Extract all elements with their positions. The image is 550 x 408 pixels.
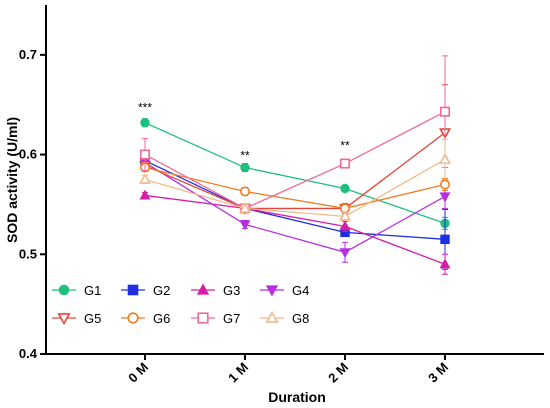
legend-label: G5: [84, 311, 101, 326]
legend-marker: [197, 312, 209, 324]
data-point: [339, 248, 351, 259]
legend-item-g2: G2: [121, 283, 170, 298]
legend-marker: [57, 313, 71, 326]
legend-item-g6: G6: [121, 311, 170, 326]
x-tick-label: 2 M: [325, 360, 351, 386]
y-axis-title: SOD activity (U/ml): [4, 117, 20, 243]
data-point: [239, 220, 251, 231]
y-tick-label: 0.5: [19, 246, 37, 261]
data-point: [239, 201, 251, 213]
data-point: [140, 149, 151, 160]
x-tick-label: 3 M: [425, 360, 451, 386]
series-g4: [139, 158, 451, 263]
significance-annotation: ***: [138, 101, 152, 115]
significance-annotation: **: [240, 149, 250, 163]
series-line: [144, 194, 446, 265]
legend-item-g3: G3: [191, 283, 240, 298]
series-g3: [139, 189, 451, 275]
data-point: [240, 186, 251, 197]
legend-item-g8: G8: [260, 310, 309, 326]
legend-marker: [58, 284, 70, 296]
data-point: [140, 117, 150, 128]
legend-label: G8: [292, 311, 309, 326]
legend: G1 G2 G3 G4 G5 G6 G7 G8: [52, 283, 309, 326]
x-tick-label: 0 M: [125, 360, 151, 386]
legend-item-g7: G7: [191, 311, 240, 326]
legend-marker: [127, 284, 139, 296]
legend-label: G2: [153, 283, 170, 298]
data-point: [439, 179, 450, 190]
y-tick-label: 0.6: [19, 147, 37, 162]
legend-label: G3: [223, 283, 240, 298]
legend-marker: [265, 285, 279, 297]
data-point: [339, 209, 351, 221]
legend-marker: [196, 283, 210, 295]
series-line: [144, 158, 446, 218]
data-point: [139, 173, 151, 184]
data-point: [439, 258, 451, 269]
legend-marker: [127, 312, 139, 324]
data-point: [439, 106, 450, 117]
data-point: [439, 153, 451, 164]
x-tick-label: 1 M: [225, 360, 251, 386]
data-point: [339, 220, 351, 231]
series-line: [144, 159, 446, 240]
series-line: [144, 166, 446, 210]
data-point: [240, 162, 250, 173]
y-tick-label: 0.4: [19, 346, 38, 361]
series-line: [144, 132, 446, 210]
y-tick-label: 0.7: [19, 47, 37, 62]
legend-item-g4: G4: [260, 283, 309, 298]
data-point: [440, 234, 450, 245]
x-axis-title: Duration: [268, 389, 326, 405]
legend-label: G1: [84, 283, 101, 298]
legend-label: G7: [223, 311, 240, 326]
series-g1: [140, 117, 450, 230]
data-point: [339, 158, 350, 169]
significance-annotation: **: [340, 139, 350, 153]
series-line: [144, 111, 446, 210]
legend-label: G6: [153, 311, 170, 326]
series-g8: [139, 139, 451, 221]
data-point: [139, 189, 151, 200]
legend-item-g1: G1: [52, 283, 101, 298]
data-point: [439, 192, 451, 203]
legend-item-g5: G5: [52, 311, 101, 326]
legend-label: G4: [292, 283, 309, 298]
series-line: [144, 122, 446, 224]
legend-marker: [265, 310, 279, 323]
data-point: [340, 183, 350, 194]
